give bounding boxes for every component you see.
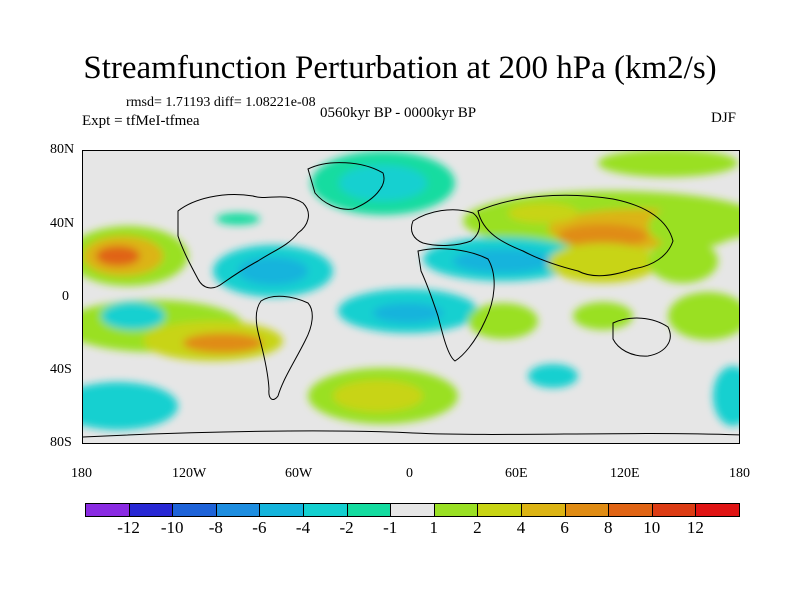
season-label: DJF xyxy=(711,110,737,126)
colorbar-swatch xyxy=(259,503,304,517)
colorbar-tick-label: -2 xyxy=(339,518,354,537)
colorbar-swatch xyxy=(346,503,392,517)
period-label: 0560kyr BP - 0000kyr BP xyxy=(320,105,477,121)
colorbar-swatch xyxy=(651,503,697,517)
colorbar-tick-label: -4 xyxy=(295,518,311,537)
colorbar-swatch xyxy=(215,503,261,517)
lon-label-60e: 60E xyxy=(505,466,528,481)
colorbar-tick-label: 8 xyxy=(603,518,613,537)
colorbar-swatch xyxy=(433,503,479,517)
colorbar-tick-label: -8 xyxy=(208,518,223,537)
field-region xyxy=(333,380,423,412)
field-region xyxy=(598,151,738,177)
field-region xyxy=(373,303,443,323)
field-region xyxy=(648,204,738,248)
colorbar-swatch xyxy=(608,503,653,517)
contour-map xyxy=(83,151,739,443)
field-region xyxy=(528,364,578,388)
colorbar-tick-label: -6 xyxy=(252,518,267,537)
field-region xyxy=(101,302,165,330)
field-region xyxy=(468,303,538,339)
experiment-label: Expt = tfMeI-tfmea xyxy=(82,113,200,129)
field-region xyxy=(668,292,739,340)
colorbar-tick-label: 4 xyxy=(516,518,526,537)
colorbar-tick-label: 10 xyxy=(643,518,661,537)
lat-label-80n: 80N xyxy=(50,142,75,157)
colorbar-swatch xyxy=(128,503,174,517)
lat-label-80s: 80S xyxy=(50,435,72,450)
lon-label-180w: 180 xyxy=(71,466,92,481)
lat-label-0: 0 xyxy=(62,289,69,304)
colorbar-swatch xyxy=(303,503,348,517)
field-region xyxy=(238,257,308,285)
lat-label-40n: 40N xyxy=(50,216,75,231)
colorbar-tick-label: 6 xyxy=(560,518,569,537)
colorbar-tick-label: 2 xyxy=(473,518,482,537)
lon-label-0: 0 xyxy=(406,466,413,481)
colorbar-swatch xyxy=(695,503,740,517)
map-panel xyxy=(82,150,740,444)
colorbar-tick-label: 1 xyxy=(429,518,439,537)
field-region xyxy=(83,382,178,430)
lon-label-120w: 120W xyxy=(172,466,207,481)
colorbar-swatch xyxy=(564,503,610,517)
field-region xyxy=(453,249,553,273)
lon-label-180e: 180 xyxy=(729,466,750,481)
colorbar-swatch xyxy=(521,503,566,517)
colorbar-tick-label: -12 xyxy=(117,518,140,537)
field-region xyxy=(96,246,140,266)
field-region xyxy=(713,366,739,426)
field-region xyxy=(573,302,633,330)
lon-label-120e: 120E xyxy=(610,466,640,481)
lon-label-60w: 60W xyxy=(285,466,313,481)
colorbar-tick-label: -10 xyxy=(160,518,184,537)
field-region xyxy=(548,243,658,283)
colorbar-swatch xyxy=(390,503,435,517)
field-region xyxy=(216,213,260,225)
field-region xyxy=(183,333,263,353)
field-region xyxy=(648,239,718,283)
field-region xyxy=(508,203,578,223)
stats-line: rmsd= 1.71193 diff= 1.08221e-08 xyxy=(126,95,316,110)
colorbar-tick-label: -1 xyxy=(383,518,398,537)
chart-title: Streamfunction Perturbation at 200 hPa (… xyxy=(83,50,717,86)
lat-label-40s: 40S xyxy=(50,362,72,377)
colorbar-tick-label: 12 xyxy=(686,518,704,537)
colorbar-swatch xyxy=(85,503,130,517)
colorbar-swatch xyxy=(477,503,522,517)
field-region xyxy=(558,224,648,248)
colorbar-swatch xyxy=(172,503,217,517)
